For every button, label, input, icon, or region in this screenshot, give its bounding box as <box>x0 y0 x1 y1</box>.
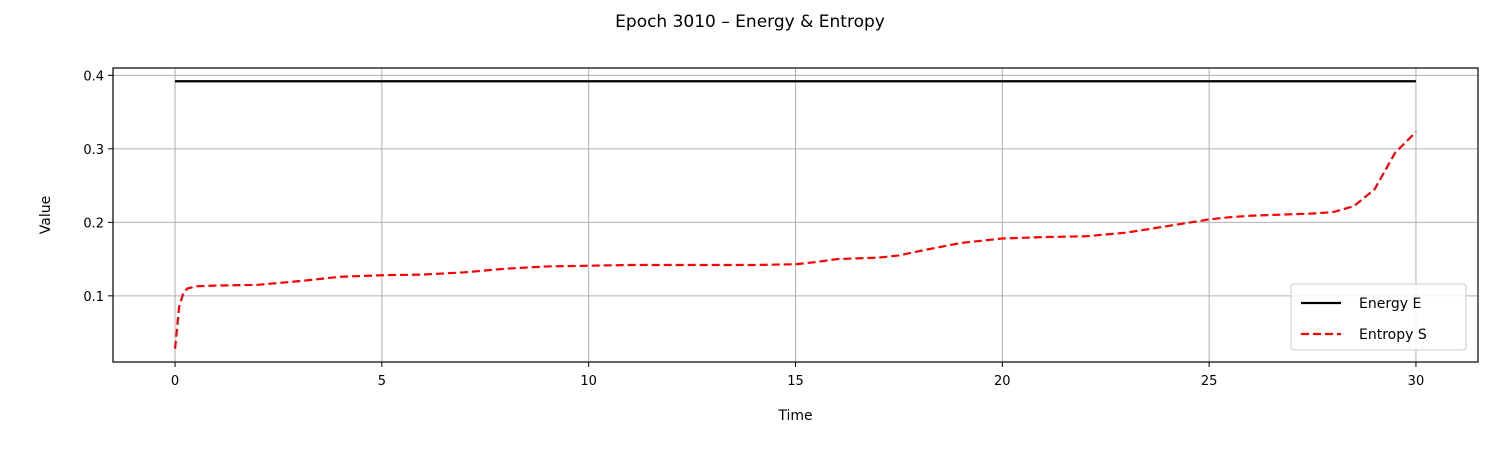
y-axis-label: Value <box>38 196 54 234</box>
y-tick-label: 0.1 <box>83 290 104 305</box>
x-tick-label: 0 <box>171 374 179 389</box>
legend-label: Energy E <box>1359 296 1421 312</box>
x-tick-label: 5 <box>378 374 386 389</box>
legend: Energy E Entropy S <box>1290 283 1467 351</box>
legend-label: Entropy S <box>1359 327 1427 343</box>
x-tick-label: 10 <box>580 374 597 389</box>
x-axis-label: Time <box>777 408 812 424</box>
y-tick-label: 0.2 <box>83 216 104 231</box>
x-tick-label: 20 <box>994 374 1011 389</box>
x-tick-label: 25 <box>1201 374 1218 389</box>
grid <box>113 68 1478 362</box>
y-tick-label: 0.3 <box>83 143 104 158</box>
x-tick-label: 15 <box>787 374 804 389</box>
chart-title: Epoch 3010 – Energy & Entropy <box>615 12 885 32</box>
series-layer <box>173 80 1417 349</box>
ticks: 0 5 10 15 20 25 30 0.1 0.2 0.3 0.4 <box>83 69 1424 389</box>
x-tick-label: 30 <box>1408 374 1425 389</box>
legend-box <box>1290 283 1467 351</box>
series-line-1 <box>173 131 1417 349</box>
y-tick-label: 0.4 <box>83 69 104 84</box>
